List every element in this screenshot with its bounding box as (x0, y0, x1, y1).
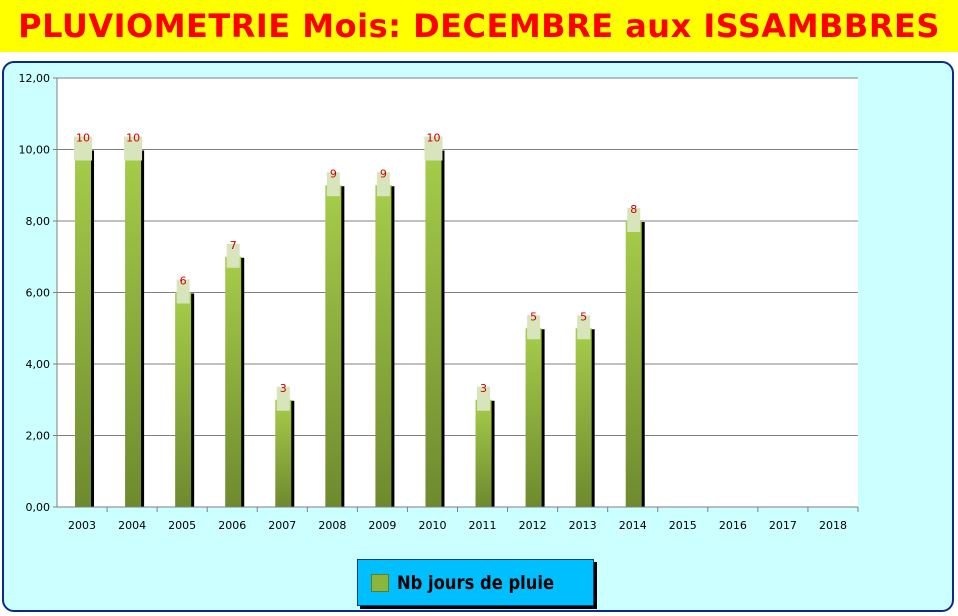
data-label: 8 (630, 203, 637, 216)
data-label-box (276, 386, 290, 411)
bar (175, 292, 192, 507)
x-tick-label: 2011 (469, 519, 497, 532)
x-tick-label: 2005 (168, 519, 196, 532)
x-tick-label: 2003 (68, 519, 96, 532)
x-tick-label: 2008 (318, 519, 346, 532)
data-label-box (326, 172, 340, 197)
data-label: 6 (180, 275, 187, 288)
x-tick-label: 2015 (669, 519, 697, 532)
bar (425, 149, 442, 507)
y-tick-label: 10,00 (19, 144, 51, 157)
y-tick-label: 6,00 (26, 287, 51, 300)
y-tick-label: 4,00 (26, 358, 51, 371)
data-label-box (424, 136, 443, 161)
x-tick-label: 2013 (569, 519, 597, 532)
x-tick-label: 2007 (268, 519, 296, 532)
bar (75, 149, 92, 507)
y-tick-label: 0,00 (26, 501, 51, 514)
data-label-box (226, 243, 240, 268)
bar (525, 328, 542, 507)
data-label-box (74, 136, 93, 161)
page-title: PLUVIOMETRIE Mois: DECEMBRE aux ISSAMBBR… (18, 7, 940, 45)
legend-swatch (371, 573, 390, 592)
x-tick-label: 2017 (769, 519, 797, 532)
data-label-box (477, 386, 491, 411)
data-label-box (627, 208, 641, 232)
bar (375, 185, 392, 507)
data-label: 5 (530, 310, 537, 323)
data-label: 10 (426, 132, 440, 145)
y-tick-label: 12,00 (19, 72, 51, 85)
y-tick-label: 2,00 (26, 430, 51, 443)
data-label: 9 (380, 167, 387, 180)
data-label-box (376, 172, 390, 197)
data-label: 10 (126, 132, 140, 145)
legend-label: Nb jours de pluie (397, 571, 555, 594)
bar (625, 221, 642, 507)
x-tick-label: 2009 (368, 519, 396, 532)
legend: Nb jours de pluie (357, 559, 594, 606)
bar (325, 185, 342, 507)
bar (225, 256, 242, 507)
data-label: 3 (480, 382, 487, 395)
x-tick-label: 2012 (519, 519, 547, 532)
data-label: 3 (280, 382, 287, 395)
data-label: 9 (330, 167, 337, 180)
data-label-box (176, 279, 190, 304)
y-tick-label: 8,00 (26, 215, 51, 228)
data-label-box (124, 136, 143, 161)
x-tick-label: 2014 (619, 519, 647, 532)
x-tick-label: 2004 (118, 519, 146, 532)
data-label: 5 (580, 310, 587, 323)
x-tick-label: 2006 (218, 519, 246, 532)
bar (275, 399, 292, 507)
data-label: 7 (230, 239, 237, 252)
x-tick-label: 2010 (418, 519, 446, 532)
bar (475, 399, 492, 507)
bar (125, 149, 142, 507)
data-label-box (577, 315, 591, 340)
x-tick-label: 2016 (719, 519, 747, 532)
data-label-box (527, 315, 541, 340)
title-banner: PLUVIOMETRIE Mois: DECEMBRE aux ISSAMBBR… (0, 0, 958, 52)
data-label: 10 (76, 132, 90, 145)
bar (575, 328, 592, 507)
x-tick-label: 2018 (819, 519, 847, 532)
